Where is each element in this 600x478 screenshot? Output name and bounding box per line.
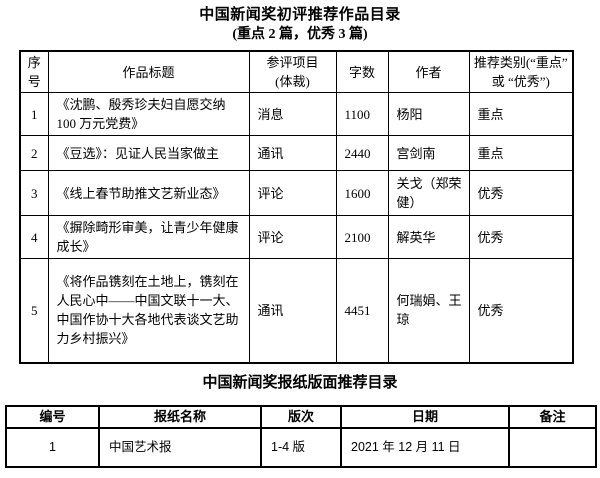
cell-wordcount: 4451: [335, 258, 389, 363]
col-header-newspaper: 报纸名称: [98, 404, 262, 429]
cell-serial: 5: [19, 258, 49, 363]
newspaper-catalog-title: 中国新闻奖报纸版面推荐目录: [202, 374, 398, 391]
cell-author: 何瑞娟、王琼: [387, 258, 470, 363]
col-header-genre: 参评项目 (体裁): [248, 50, 337, 93]
cell-edition: 1-4 版: [260, 426, 342, 468]
cell-author: 杨阳: [387, 92, 470, 136]
col-header-wordcount: 字数: [335, 50, 389, 93]
table-header-row: 编号 报纸名称 版次 日期 备注: [5, 404, 597, 429]
cell-serial: 3: [19, 170, 49, 216]
col-header-edition: 版次: [260, 404, 342, 429]
cell-genre: 评论: [248, 170, 337, 216]
table-row: 1 中国艺术报 1-4 版 2021 年 12 月 11 日: [5, 426, 597, 468]
col-header-note: 备注: [508, 404, 597, 429]
cell-note: [508, 426, 597, 468]
works-catalog-table: 序 号 作品标题 参评项目 (体裁) 字数 作者 推荐类别(“重点” 或 “优秀…: [19, 50, 574, 364]
table-row: 5 《将作品镌刻在土地上，镌刻在人民心中——中国文联十一大、中国作协十大各地代表…: [19, 258, 574, 363]
cell-title: 《豆选》：见证人民当家做主: [47, 135, 250, 171]
cell-newspaper: 中国艺术报: [98, 426, 262, 468]
cell-serial: 1: [19, 92, 49, 136]
cell-author: 宫剑南: [387, 135, 470, 171]
cell-wordcount: 1600: [335, 170, 389, 216]
table-row: 2 《豆选》：见证人民当家做主 通讯 2440 宫剑南 重点: [19, 135, 574, 171]
cell-number: 1: [5, 426, 100, 468]
cell-author: 关戈（郑荣健）: [387, 170, 470, 216]
col-header-category: 推荐类别(“重点” 或 “优秀”): [468, 50, 574, 93]
cell-date: 2021 年 12 月 11 日: [340, 426, 510, 468]
cell-title: 《将作品镌刻在土地上，镌刻在人民心中——中国文联十一大、中国作协十大各地代表谈文…: [47, 258, 250, 363]
col-header-date: 日期: [340, 404, 510, 429]
works-catalog-subtitle: (重点 2 篇，优秀 3 篇): [232, 27, 368, 42]
cell-genre: 消息: [248, 92, 337, 136]
col-header-author: 作者: [387, 50, 470, 93]
col-header-number: 编号: [5, 404, 100, 429]
cell-category: 优秀: [468, 170, 574, 216]
newspaper-catalog-table: 编号 报纸名称 版次 日期 备注 1 中国艺术报 1-4 版 2021 年 12…: [5, 404, 597, 468]
cell-author: 解英华: [387, 215, 470, 259]
table-header-row: 序 号 作品标题 参评项目 (体裁) 字数 作者 推荐类别(“重点” 或 “优秀…: [19, 50, 574, 93]
cell-serial: 2: [19, 135, 49, 171]
works-catalog-title: 中国新闻奖初评推荐作品目录: [199, 7, 401, 23]
cell-serial: 4: [19, 215, 49, 259]
cell-category: 重点: [468, 135, 574, 171]
table-row: 3 《线上春节助推文艺新业态》 评论 1600 关戈（郑荣健） 优秀: [19, 170, 574, 216]
cell-wordcount: 2440: [335, 135, 389, 171]
col-header-title: 作品标题: [47, 50, 250, 93]
table-row: 1 《沈鹏、殷秀珍夫妇自愿交纳 100 万元党费》 消息 1100 杨阳 重点: [19, 92, 574, 136]
cell-title: 《沈鹏、殷秀珍夫妇自愿交纳 100 万元党费》: [47, 92, 250, 136]
cell-genre: 通讯: [248, 258, 337, 363]
cell-category: 优秀: [468, 215, 574, 259]
cell-category: 重点: [468, 92, 574, 136]
cell-genre: 评论: [248, 215, 337, 259]
table-row: 4 《摒除畸形审美，让青少年健康成长》 评论 2100 解英华 优秀: [19, 215, 574, 259]
cell-title: 《线上春节助推文艺新业态》: [47, 170, 250, 216]
cell-title: 《摒除畸形审美，让青少年健康成长》: [47, 215, 250, 259]
col-header-serial: 序 号: [19, 50, 49, 93]
cell-wordcount: 2100: [335, 215, 389, 259]
cell-category: 优秀: [468, 258, 574, 363]
cell-genre: 通讯: [248, 135, 337, 171]
cell-wordcount: 1100: [335, 92, 389, 136]
